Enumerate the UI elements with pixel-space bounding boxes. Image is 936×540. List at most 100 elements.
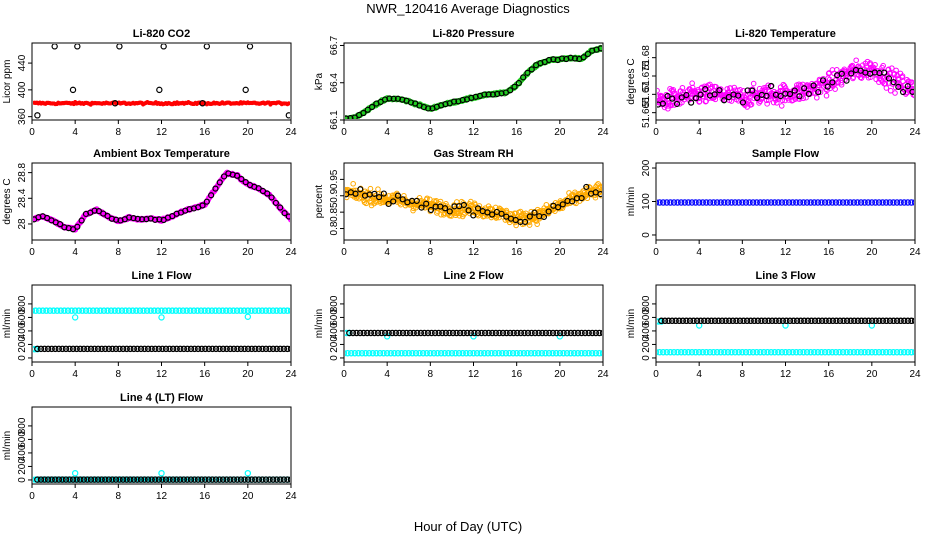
- data-point: [807, 199, 814, 206]
- data-point: [683, 317, 690, 325]
- x-tick-label: 12: [156, 369, 168, 380]
- data-point: [720, 97, 728, 104]
- data-point: [526, 222, 533, 228]
- data-point: [133, 307, 140, 314]
- data-point: [750, 80, 757, 87]
- data-point: [724, 199, 732, 206]
- data-point: [390, 198, 397, 205]
- x-tick-label: 16: [823, 247, 835, 258]
- data-point: [531, 349, 538, 357]
- data-point: [688, 199, 696, 206]
- data-point: [771, 199, 778, 206]
- x-tick-label: 20: [242, 127, 254, 138]
- data-point: [710, 199, 717, 206]
- data-point: [255, 307, 262, 314]
- data-point: [52, 345, 59, 353]
- data-point: [692, 199, 699, 206]
- data-point: [277, 204, 284, 211]
- y-tick-label: 400: [17, 81, 28, 98]
- data-point: [219, 476, 227, 483]
- data-point: [160, 44, 167, 50]
- data-point: [248, 307, 255, 314]
- data-point: [560, 349, 567, 357]
- data-point: [847, 199, 854, 206]
- data-point: [380, 349, 387, 357]
- data-point: [173, 476, 180, 483]
- data-point: [908, 199, 914, 206]
- data-point: [423, 200, 430, 207]
- data-point: [731, 348, 739, 356]
- data-point: [564, 329, 571, 337]
- data-point: [248, 345, 255, 353]
- marks-line1_flow: [33, 307, 290, 353]
- data-point: [180, 345, 188, 353]
- data-point: [657, 318, 662, 325]
- data-point: [879, 317, 887, 325]
- data-point: [801, 85, 808, 92]
- data-point: [696, 98, 703, 105]
- panel-title: Line 1 Flow: [132, 270, 192, 282]
- data-point: [578, 195, 585, 202]
- data-point: [61, 307, 68, 314]
- data-point: [148, 476, 155, 483]
- data-point: [244, 476, 252, 483]
- data-point: [857, 199, 865, 206]
- data-point: [520, 74, 527, 81]
- data-point: [169, 476, 177, 483]
- data-point: [899, 73, 906, 79]
- data-point: [79, 307, 86, 314]
- data-point: [452, 349, 459, 357]
- data-point: [731, 84, 738, 91]
- data-point: [833, 317, 840, 325]
- data-point: [456, 329, 464, 337]
- data-point: [693, 317, 701, 325]
- data-point: [785, 348, 793, 356]
- data-point: [41, 345, 48, 353]
- marks-line4_flow: [33, 469, 290, 483]
- data-point: [191, 476, 198, 483]
- data-point: [743, 93, 749, 99]
- data-point: [531, 329, 539, 337]
- data-point: [528, 329, 535, 337]
- data-point: [599, 183, 602, 190]
- data-point: [690, 317, 697, 325]
- data-point: [441, 349, 448, 357]
- data-point: [141, 476, 148, 483]
- data-point: [180, 476, 188, 483]
- data-point: [216, 345, 223, 353]
- data-point: [285, 213, 290, 220]
- data-point: [33, 345, 38, 353]
- data-point: [825, 199, 832, 206]
- data-point: [161, 307, 169, 314]
- data-point: [574, 329, 582, 337]
- data-point: [657, 349, 660, 356]
- data-point: [524, 329, 532, 337]
- data-point: [52, 476, 59, 483]
- data-point: [864, 199, 872, 206]
- data-point: [77, 476, 84, 483]
- data-point: [897, 199, 904, 206]
- data-point: [155, 345, 163, 353]
- data-point: [98, 345, 105, 353]
- x-tick-label: 4: [696, 127, 702, 138]
- data-point: [264, 190, 271, 197]
- data-point: [739, 348, 746, 356]
- y-tick-label: 51.675: [641, 60, 652, 91]
- data-point: [789, 348, 796, 356]
- data-point: [97, 307, 104, 314]
- data-point: [688, 99, 695, 106]
- x-tick-label: 4: [696, 247, 702, 258]
- data-point: [194, 476, 202, 483]
- y-tick-label: 100: [641, 193, 652, 210]
- data-point: [592, 329, 600, 337]
- data-point: [818, 317, 826, 325]
- data-point: [542, 349, 549, 357]
- x-tick-label: 8: [740, 247, 746, 258]
- panel-line4_flow: Line 4 (LT) Flow 0 4 8 12 16 20 24 0 200400600800…: [2, 392, 297, 502]
- data-point: [69, 476, 77, 483]
- data-point: [772, 317, 779, 325]
- data-point: [710, 348, 717, 356]
- data-point: [345, 349, 351, 357]
- data-point: [758, 317, 765, 325]
